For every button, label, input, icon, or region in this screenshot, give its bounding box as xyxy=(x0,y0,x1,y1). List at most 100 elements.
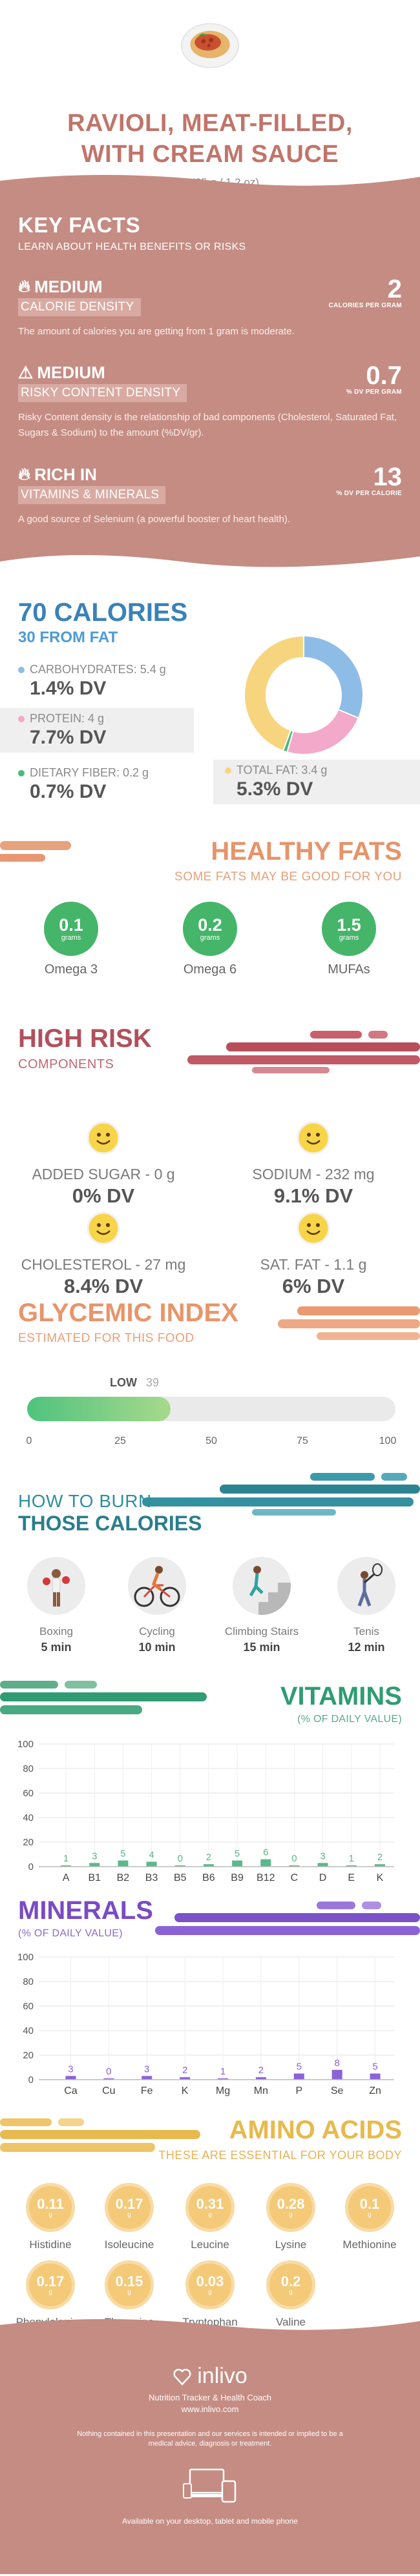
x-tick-label: B6 xyxy=(202,1872,215,1883)
activity-cycling: Cycling 10 min xyxy=(109,1557,205,1654)
macro-label: CARBOHYDRATES: 5.4 g xyxy=(30,663,166,676)
glycemic-bar xyxy=(27,1397,395,1421)
amino-unit: g xyxy=(127,2211,131,2218)
bar-Fe xyxy=(142,2076,152,2080)
risk-dv: 8.4% DV xyxy=(63,1275,143,1297)
stripe-decoration xyxy=(0,1681,207,1714)
warning-icon: ⚠︎ xyxy=(18,363,34,382)
availability-note: Available on your desktop, tablet and mo… xyxy=(122,2517,298,2526)
amino-value: 0.17 xyxy=(36,2273,65,2289)
fat-value: 1.5 xyxy=(337,915,361,935)
bar-value-label: 2 xyxy=(258,2065,264,2076)
activity-name: Tenis xyxy=(353,1625,379,1638)
risk-sat-fat: SAT. FAT - 1.1 g 6% DV xyxy=(229,1212,397,1298)
brand-name: inlivo xyxy=(197,2364,247,2388)
activity-boxing: Boxing 5 min xyxy=(8,1557,105,1654)
amino-unit: g xyxy=(289,2211,293,2218)
bar-B2 xyxy=(118,1860,129,1867)
key-fact-vitamins-minerals: 🔥︎ RICH IN VITAMINS & MINERALS 13 % DV P… xyxy=(18,464,402,527)
header: RAVIOLI, MEAT-FILLED, WITH CREAM SAUCE P… xyxy=(0,0,420,188)
smiley-icon xyxy=(297,1212,330,1245)
calories-title: 70 CALORIES xyxy=(18,598,188,627)
bar-value-label: 8 xyxy=(334,2058,339,2069)
y-tick-label: 40 xyxy=(23,1812,34,1823)
activity-tennis: Tenis 12 min xyxy=(318,1557,415,1654)
high-risk-title: HIGH RISK xyxy=(18,1024,152,1053)
risk-dv: 9.1% DV xyxy=(273,1184,353,1207)
x-tick-label: B3 xyxy=(145,1872,158,1883)
wave-divider xyxy=(0,555,420,573)
healthy-fats-subtitle: SOME FATS MAY BE GOOD FOR YOU xyxy=(174,870,402,884)
devices-icon xyxy=(183,2468,236,2503)
x-tick-label: Fe xyxy=(141,2085,153,2096)
bar-B5 xyxy=(174,1865,185,1867)
key-fact-description: Risky Content density is the relationshi… xyxy=(18,412,397,438)
macro-label: TOTAL FAT: 3.4 g xyxy=(236,764,328,776)
amino-unit: g xyxy=(368,2211,372,2218)
risk-name: CHOLESTEROL - 27 mg xyxy=(21,1256,186,1273)
amino-name: Valine xyxy=(276,2316,306,2328)
bar-value-label: 1 xyxy=(349,1853,354,1864)
bar-value-label: 5 xyxy=(120,1849,125,1860)
amino-name: Lysine xyxy=(275,2238,307,2251)
legend-dot xyxy=(225,767,231,774)
amino-unit: g xyxy=(48,2288,52,2296)
amino-unit: g xyxy=(208,2288,212,2296)
bar-E xyxy=(346,1865,357,1867)
bar-value-label: 2 xyxy=(182,2065,187,2076)
x-tick-label: D xyxy=(319,1872,327,1883)
risk-name: SODIUM - 232 mg xyxy=(252,1166,375,1182)
tennis-icon xyxy=(337,1557,395,1615)
key-fact-risky-density: ⚠︎ MEDIUM RISKY CONTENT DENSITY 0.7 % DV… xyxy=(18,363,402,441)
bar-value-label: 5 xyxy=(372,2062,377,2073)
y-tick-label: 80 xyxy=(23,1763,34,1774)
macro-dv: 0.7% DV xyxy=(30,781,107,802)
fat-name: Omega 3 xyxy=(44,962,98,977)
brand-url-link[interactable]: www.inlivo.com xyxy=(181,2404,239,2414)
bar-P xyxy=(293,2073,304,2080)
macro-label: DIETARY FIBER: 0.2 g xyxy=(30,766,149,779)
amino-value: 0.2 xyxy=(280,2273,301,2289)
donut-slice-protein xyxy=(286,709,360,755)
activity-minutes: 5 min xyxy=(41,1641,72,1654)
key-fact-level: MEDIUM xyxy=(34,276,103,296)
healthy-fats-title: HEALTHY FATS xyxy=(211,837,402,866)
glycemic-level-label: LOW xyxy=(110,1376,137,1389)
bar-A xyxy=(61,1865,72,1867)
key-fact-value: 2 xyxy=(387,275,402,303)
brand-logo[interactable]: inlivo xyxy=(0,2364,420,2389)
macro-dv: 5.3% DV xyxy=(236,778,313,800)
glycemic-tick: 50 xyxy=(205,1435,217,1446)
activity-name: Cycling xyxy=(139,1625,175,1638)
bar-value-label: 3 xyxy=(68,2064,73,2074)
vitamins-subtitle: (% OF DAILY VALUE) xyxy=(297,1714,402,1725)
brand-tagline: Nutrition Tracker & Health Coach xyxy=(148,2393,272,2402)
glycemic-bar-fill xyxy=(27,1397,171,1421)
amino-value: 0.28 xyxy=(277,2195,305,2212)
bar-Se xyxy=(331,2069,342,2080)
macro-total-fat: TOTAL FAT: 3.4 g 5.3% DV xyxy=(213,760,420,804)
fat-omega-6: 0.2 grams Omega 6 xyxy=(165,902,255,977)
glycemic-subtitle: ESTIMATED FOR THIS FOOD xyxy=(18,1332,194,1345)
amino-acids-section: AMINO ACIDS THESE ARE ESSENTIAL FOR YOUR… xyxy=(0,2112,420,2331)
y-tick-label: 100 xyxy=(17,1952,34,1963)
key-facts-subtitle: LEARN ABOUT HEALTH BENEFITS OR RISKS xyxy=(18,241,246,252)
glycemic-title: GLYCEMIC INDEX xyxy=(18,1299,238,1327)
key-facts-title: KEY FACTS xyxy=(18,213,141,237)
heart-icon xyxy=(173,2368,191,2386)
y-tick-label: 60 xyxy=(23,2001,34,2012)
title-line-1: RAVIOLI, MEAT-FILLED, xyxy=(67,110,353,137)
bar-B12 xyxy=(260,1859,271,1867)
fat-unit: grams xyxy=(61,934,81,942)
y-tick-label: 40 xyxy=(23,2025,34,2036)
bar-B6 xyxy=(203,1864,214,1867)
bar-value-label: 0 xyxy=(291,1853,297,1864)
glycemic-tick: 75 xyxy=(297,1435,308,1446)
x-tick-label: B5 xyxy=(174,1872,187,1883)
bar-value-label: 1 xyxy=(63,1853,68,1864)
key-fact-level: MEDIUM xyxy=(37,363,105,382)
amino-value: 0.15 xyxy=(115,2273,143,2289)
amino-value: 0.17 xyxy=(115,2195,143,2212)
risk-added-sugar: ADDED SUGAR - 0 g 0% DV xyxy=(19,1121,187,1208)
